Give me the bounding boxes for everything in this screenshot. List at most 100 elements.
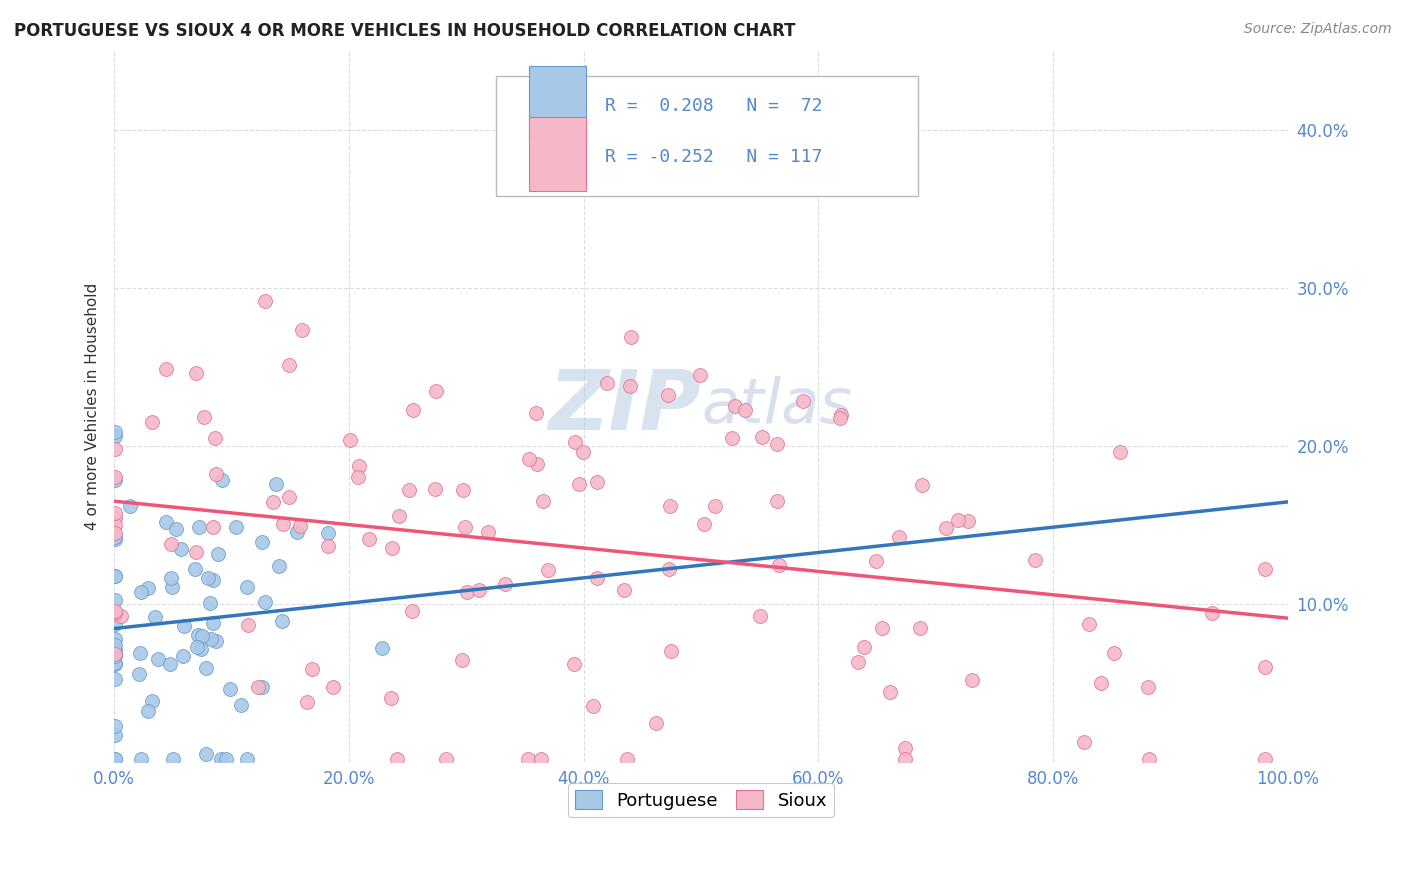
Point — [225, 519, 247, 533]
Point — [104, 648, 127, 663]
Point — [262, 494, 284, 508]
Point — [170, 541, 193, 556]
Point — [187, 627, 209, 641]
Point — [894, 751, 917, 765]
Point — [398, 483, 420, 498]
Point — [215, 751, 238, 765]
Point — [339, 433, 361, 447]
Point — [155, 362, 177, 376]
Point — [129, 584, 152, 599]
Point — [118, 499, 141, 513]
Point — [160, 571, 183, 585]
FancyBboxPatch shape — [529, 117, 586, 191]
Point — [765, 494, 787, 508]
Point — [596, 376, 619, 390]
Point — [186, 545, 208, 559]
Point — [830, 409, 852, 423]
Point — [586, 475, 609, 489]
Point — [143, 609, 166, 624]
Point — [347, 470, 370, 484]
Point — [768, 558, 790, 572]
Text: PORTUGUESE VS SIOUX 4 OR MORE VEHICLES IN HOUSEHOLD CORRELATION CHART: PORTUGUESE VS SIOUX 4 OR MORE VEHICLES I… — [14, 22, 796, 40]
Point — [204, 634, 226, 648]
Point — [201, 520, 224, 534]
Text: R = -0.252   N = 117: R = -0.252 N = 117 — [605, 148, 823, 166]
Point — [104, 647, 127, 661]
Point — [865, 553, 887, 567]
Point — [104, 473, 127, 487]
Point — [160, 580, 183, 594]
Point — [524, 406, 547, 420]
Point — [620, 330, 643, 344]
Point — [207, 547, 229, 561]
Point — [186, 640, 208, 655]
FancyBboxPatch shape — [496, 76, 918, 196]
Point — [870, 621, 893, 635]
Point — [104, 638, 127, 652]
Point — [104, 525, 127, 540]
Point — [385, 751, 408, 765]
Point — [165, 522, 187, 536]
Point — [202, 616, 225, 631]
Point — [1201, 606, 1223, 620]
Point — [104, 728, 127, 742]
Point — [136, 704, 159, 718]
Point — [193, 409, 215, 424]
Point — [229, 698, 252, 712]
Point — [848, 655, 870, 669]
Point — [371, 640, 394, 655]
Point — [104, 429, 127, 443]
Point — [645, 716, 668, 731]
Point — [250, 680, 273, 694]
Point — [1253, 562, 1275, 576]
Point — [159, 536, 181, 550]
Y-axis label: 4 or more Vehicles in Household: 4 or more Vehicles in Household — [86, 283, 100, 530]
Point — [853, 640, 876, 655]
Point — [159, 657, 181, 672]
Point — [401, 604, 423, 618]
Point — [136, 581, 159, 595]
Point — [269, 558, 291, 573]
Point — [236, 618, 259, 632]
Point — [613, 583, 636, 598]
Point — [287, 525, 309, 540]
Point — [689, 368, 711, 382]
Point — [291, 323, 314, 337]
Point — [347, 459, 370, 474]
Point — [388, 509, 411, 524]
Point — [271, 517, 294, 532]
Point — [468, 583, 491, 598]
Point — [517, 452, 540, 467]
Point — [381, 541, 404, 555]
Point — [948, 513, 970, 527]
Point — [254, 595, 277, 609]
Point — [724, 399, 747, 413]
Point — [104, 632, 127, 647]
Point — [1090, 676, 1112, 690]
Point — [104, 470, 127, 484]
Point — [658, 562, 681, 576]
Point — [911, 478, 934, 492]
Point — [184, 562, 207, 576]
Point — [1137, 751, 1160, 765]
Point — [235, 580, 257, 594]
Point — [173, 618, 195, 632]
Point — [104, 604, 127, 618]
Point — [571, 444, 593, 458]
Point — [197, 571, 219, 585]
Point — [765, 437, 787, 451]
Point — [104, 656, 127, 670]
Point — [104, 672, 127, 686]
Point — [104, 718, 127, 732]
Point — [935, 521, 957, 535]
Point — [297, 695, 319, 709]
Text: Source: ZipAtlas.com: Source: ZipAtlas.com — [1244, 22, 1392, 37]
Point — [129, 751, 152, 765]
Point — [278, 359, 301, 373]
Point — [908, 621, 931, 635]
Point — [162, 751, 184, 765]
Point — [264, 477, 287, 491]
Point — [104, 642, 127, 657]
Point — [434, 751, 457, 765]
Point — [301, 662, 323, 676]
